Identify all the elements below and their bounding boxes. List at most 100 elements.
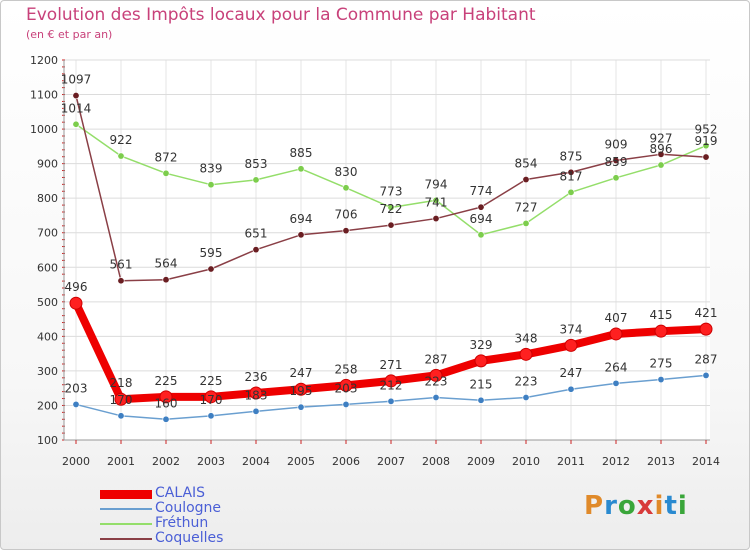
data-point-calais <box>474 354 488 368</box>
data-label-coulogne: 223 <box>515 375 538 389</box>
data-point-fr-thun <box>342 184 350 192</box>
data-label-calais: 329 <box>470 338 493 352</box>
legend-swatch <box>100 508 152 510</box>
legend-swatch <box>100 523 152 525</box>
x-tick-label: 2004 <box>242 455 270 468</box>
data-label-fr-thun: 830 <box>335 165 358 179</box>
data-label-coquelles: 722 <box>380 202 403 216</box>
y-tick-label: 600 <box>37 261 58 274</box>
data-label-calais: 415 <box>650 308 673 322</box>
data-label-fr-thun: 922 <box>110 133 133 147</box>
data-point-coquelles <box>117 277 125 285</box>
data-point-calais <box>564 338 578 352</box>
y-tick-label: 700 <box>37 227 58 240</box>
data-label-fr-thun: 794 <box>425 177 448 191</box>
data-label-coquelles: 774 <box>470 184 493 198</box>
data-label-coquelles: 909 <box>605 138 628 152</box>
logo-letter: i <box>677 491 688 521</box>
data-label-coquelles: 561 <box>110 258 133 272</box>
y-tick-label: 900 <box>37 158 58 171</box>
data-label-calais: 348 <box>515 331 538 345</box>
data-point-coquelles <box>657 150 665 158</box>
data-point-coquelles <box>387 221 395 229</box>
x-tick-label: 2011 <box>557 455 585 468</box>
data-point-coulogne <box>207 412 215 420</box>
y-tick-label: 1000 <box>30 123 58 136</box>
x-tick-label: 2012 <box>602 455 630 468</box>
data-point-coquelles <box>477 203 485 211</box>
data-point-coulogne <box>522 394 530 402</box>
legend-swatch <box>100 538 152 540</box>
data-label-calais: 496 <box>65 280 88 294</box>
legend-swatch <box>100 489 152 499</box>
data-label-coquelles: 694 <box>290 212 313 226</box>
y-tick-label: 400 <box>37 330 58 343</box>
data-label-coquelles: 919 <box>695 134 718 148</box>
data-label-coquelles: 1097 <box>61 73 92 87</box>
x-tick-label: 2007 <box>377 455 405 468</box>
data-point-fr-thun <box>612 174 620 182</box>
data-label-calais: 374 <box>560 322 583 336</box>
data-label-fr-thun: 1014 <box>61 101 92 115</box>
data-label-calais: 218 <box>110 376 133 390</box>
data-label-fr-thun: 872 <box>155 150 178 164</box>
data-point-calais <box>384 374 398 388</box>
data-point-coulogne <box>387 397 395 405</box>
y-tick-label: 1100 <box>30 89 58 102</box>
data-label-coulogne: 203 <box>65 381 88 395</box>
data-label-coulogne: 275 <box>650 357 673 371</box>
legend-item: CALAIS <box>100 485 300 501</box>
data-point-fr-thun <box>657 161 665 169</box>
data-label-calais: 258 <box>335 362 358 376</box>
data-point-coquelles <box>702 153 710 161</box>
data-point-coquelles <box>567 168 575 176</box>
data-point-coquelles <box>72 92 80 100</box>
data-point-coulogne <box>72 400 80 408</box>
x-tick-label: 2002 <box>152 455 180 468</box>
logo-letter: t <box>664 491 678 521</box>
data-label-coulogne: 170 <box>200 393 223 407</box>
y-tick-label: 200 <box>37 399 58 412</box>
data-label-coquelles: 564 <box>155 257 178 271</box>
data-label-fr-thun: 773 <box>380 185 403 199</box>
x-tick-label: 2010 <box>512 455 540 468</box>
legend-label: Fréthun <box>155 515 209 531</box>
data-point-coquelles <box>297 231 305 239</box>
data-point-coquelles <box>522 176 530 184</box>
data-label-calais: 287 <box>425 352 448 366</box>
data-label-coulogne: 170 <box>110 393 133 407</box>
y-tick-label: 500 <box>37 296 58 309</box>
data-label-coquelles: 706 <box>335 208 358 222</box>
legend-item: Coquelles <box>100 530 300 546</box>
data-point-coulogne <box>297 403 305 411</box>
data-point-fr-thun <box>72 120 80 128</box>
data-label-fr-thun: 896 <box>650 142 673 156</box>
data-point-coulogne <box>567 385 575 393</box>
data-point-coquelles <box>612 157 620 165</box>
y-tick-label: 300 <box>37 365 58 378</box>
data-point-calais <box>294 382 308 396</box>
legend-item: Fréthun <box>100 515 300 531</box>
data-point-coulogne <box>342 400 350 408</box>
data-point-coulogne <box>162 415 170 423</box>
data-point-fr-thun <box>702 142 710 150</box>
data-point-coquelles <box>252 246 260 254</box>
data-label-fr-thun: 859 <box>605 155 628 169</box>
y-tick-label: 800 <box>37 192 58 205</box>
data-point-coulogne <box>612 379 620 387</box>
logo-letter: o <box>617 491 637 521</box>
data-label-coulogne: 264 <box>605 360 628 374</box>
data-point-calais <box>519 347 533 361</box>
data-point-coulogne <box>702 371 710 379</box>
logo-letter: P <box>584 491 605 521</box>
data-point-fr-thun <box>162 169 170 177</box>
data-label-calais: 236 <box>245 370 268 384</box>
data-label-fr-thun: 839 <box>200 162 223 176</box>
data-point-fr-thun <box>297 165 305 173</box>
data-point-calais <box>654 324 668 338</box>
logo-letter: i <box>654 491 665 521</box>
data-point-coulogne <box>657 376 665 384</box>
legend-item: Coulogne <box>100 500 300 516</box>
data-label-coulogne: 212 <box>380 378 403 392</box>
data-point-calais <box>204 390 218 404</box>
